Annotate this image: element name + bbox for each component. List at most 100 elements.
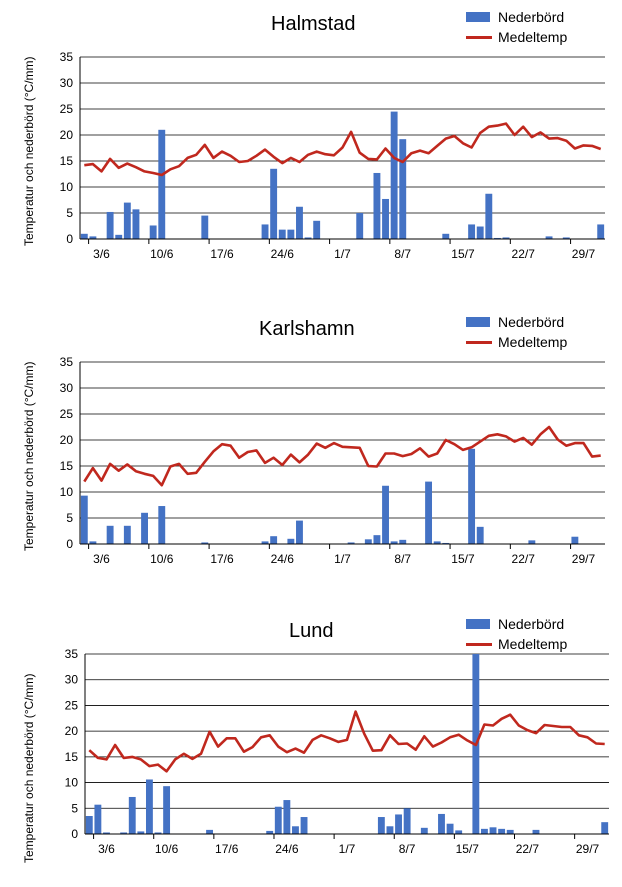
y-tick-label: 5: [71, 801, 78, 815]
precip-bar: [485, 193, 493, 239]
precip-bar: [158, 506, 166, 544]
x-tick-label: 1/7: [334, 247, 351, 261]
precip-bar: [476, 526, 484, 544]
x-tick-label: 29/7: [572, 552, 596, 566]
plot-area: 0 5 10 15 20 25 30 35 3/6 10/6 17/6 24/6 1/7 8/7 15/7 2…: [65, 647, 609, 856]
precip-bar: [123, 525, 131, 544]
x-tick-label: 15/7: [451, 247, 475, 261]
x-tick-label: 10/6: [155, 842, 179, 856]
y-tick-label: 10: [65, 776, 79, 790]
precip-bar: [373, 172, 381, 239]
y-tick-label: 5: [66, 511, 73, 525]
y-tick-label: 20: [60, 433, 74, 447]
x-tick-label: 1/7: [334, 552, 351, 566]
x-tick-label: 29/7: [576, 842, 600, 856]
temperature-line: [84, 122, 602, 177]
precip-bar: [206, 829, 213, 834]
chart-title: Karlshamn: [259, 318, 355, 340]
precip-bar: [356, 213, 364, 239]
precip-bar: [106, 211, 114, 239]
x-tick-label: 24/6: [271, 552, 295, 566]
precip-bar: [601, 822, 609, 834]
y-tick-label: 10: [60, 485, 74, 499]
precip-bar: [364, 539, 372, 544]
legend-swatch-bar: [466, 12, 490, 22]
precip-bar: [201, 215, 209, 239]
legend-swatch-bar: [466, 619, 490, 629]
x-tick-label: 15/7: [456, 842, 480, 856]
legend-label: Medeltemp: [498, 334, 568, 350]
x-tick-label: 8/7: [394, 247, 411, 261]
y-tick-label: 25: [60, 102, 74, 116]
legend-label: Nederbörd: [498, 9, 565, 25]
precip-bar: [395, 814, 402, 834]
precip-bar: [420, 827, 428, 834]
precip-bar: [382, 485, 389, 544]
precip-bar: [502, 237, 510, 239]
precip-bar: [347, 542, 355, 544]
y-tick-label: 5: [66, 206, 73, 220]
chart-panel-karlshamn: Karlshamn Nederbörd Medeltemp Temperatur…: [0, 305, 622, 595]
precip-bar: [399, 539, 407, 544]
x-tick-label: 22/7: [516, 842, 540, 856]
x-tick-label: 15/7: [451, 552, 475, 566]
precip-bar: [304, 237, 312, 239]
precip-bar: [433, 541, 441, 544]
precip-bar: [266, 830, 274, 834]
y-tick-label: 15: [60, 154, 74, 168]
precip-bar: [390, 541, 398, 544]
y-tick-label: 0: [66, 232, 73, 246]
x-tick-label: 29/7: [572, 247, 596, 261]
precip-bar: [103, 832, 110, 834]
precip-bar: [123, 202, 131, 239]
precip-bar: [313, 220, 321, 239]
precip-bar: [425, 481, 433, 544]
x-tick-label: 8/7: [399, 842, 416, 856]
precip-bar: [532, 829, 540, 834]
precip-bar: [442, 233, 450, 239]
y-tick-label: 35: [60, 50, 74, 64]
x-tick-label: 17/6: [215, 842, 239, 856]
precip-bar: [158, 129, 166, 239]
plot-area: 0 5 10 15 20 25 30 35 3/6 10/6 17/6 24/6 1/7 8/7 15/7 2…: [60, 50, 605, 261]
precip-bar: [597, 224, 605, 239]
precip-bar: [562, 237, 570, 239]
precip-bar: [115, 234, 123, 239]
legend-swatch-line: [466, 643, 492, 646]
precip-bar: [145, 779, 153, 834]
precip-bar: [149, 225, 157, 239]
precip-bar: [120, 832, 128, 834]
precip-bar: [296, 206, 303, 239]
y-tick-label: 30: [65, 673, 79, 687]
legend-swatch-line: [466, 36, 492, 39]
precip-bar: [274, 806, 282, 834]
precip-bar: [278, 229, 286, 239]
legend-label: Medeltemp: [498, 636, 568, 652]
precip-bar: [270, 536, 278, 544]
precip-bar: [476, 226, 484, 239]
y-tick-label: 25: [60, 407, 74, 421]
x-tick-label: 10/6: [150, 552, 174, 566]
x-tick-label: 24/6: [271, 247, 295, 261]
precip-bar: [382, 198, 389, 239]
y-tick-label: 15: [60, 459, 74, 473]
y-tick-label: 0: [71, 827, 78, 841]
legend-swatch-line: [466, 341, 492, 344]
y-tick-label: 30: [60, 381, 74, 395]
precip-bar: [80, 495, 88, 544]
y-tick-label: 25: [65, 698, 79, 712]
precip-bar: [481, 828, 488, 834]
precip-bar: [94, 804, 102, 834]
precip-bar: [89, 541, 97, 544]
y-tick-label: 20: [60, 128, 74, 142]
x-tick-label: 3/6: [93, 552, 110, 566]
x-tick-label: 22/7: [512, 247, 536, 261]
precip-bar: [468, 224, 476, 239]
y-tick-label: 10: [60, 180, 74, 194]
precip-bar: [296, 520, 303, 544]
precip-bar: [442, 542, 450, 544]
precip-bar: [292, 826, 299, 834]
legend-label: Medeltemp: [498, 29, 568, 45]
x-tick-label: 1/7: [339, 842, 356, 856]
precip-bar: [85, 816, 93, 834]
